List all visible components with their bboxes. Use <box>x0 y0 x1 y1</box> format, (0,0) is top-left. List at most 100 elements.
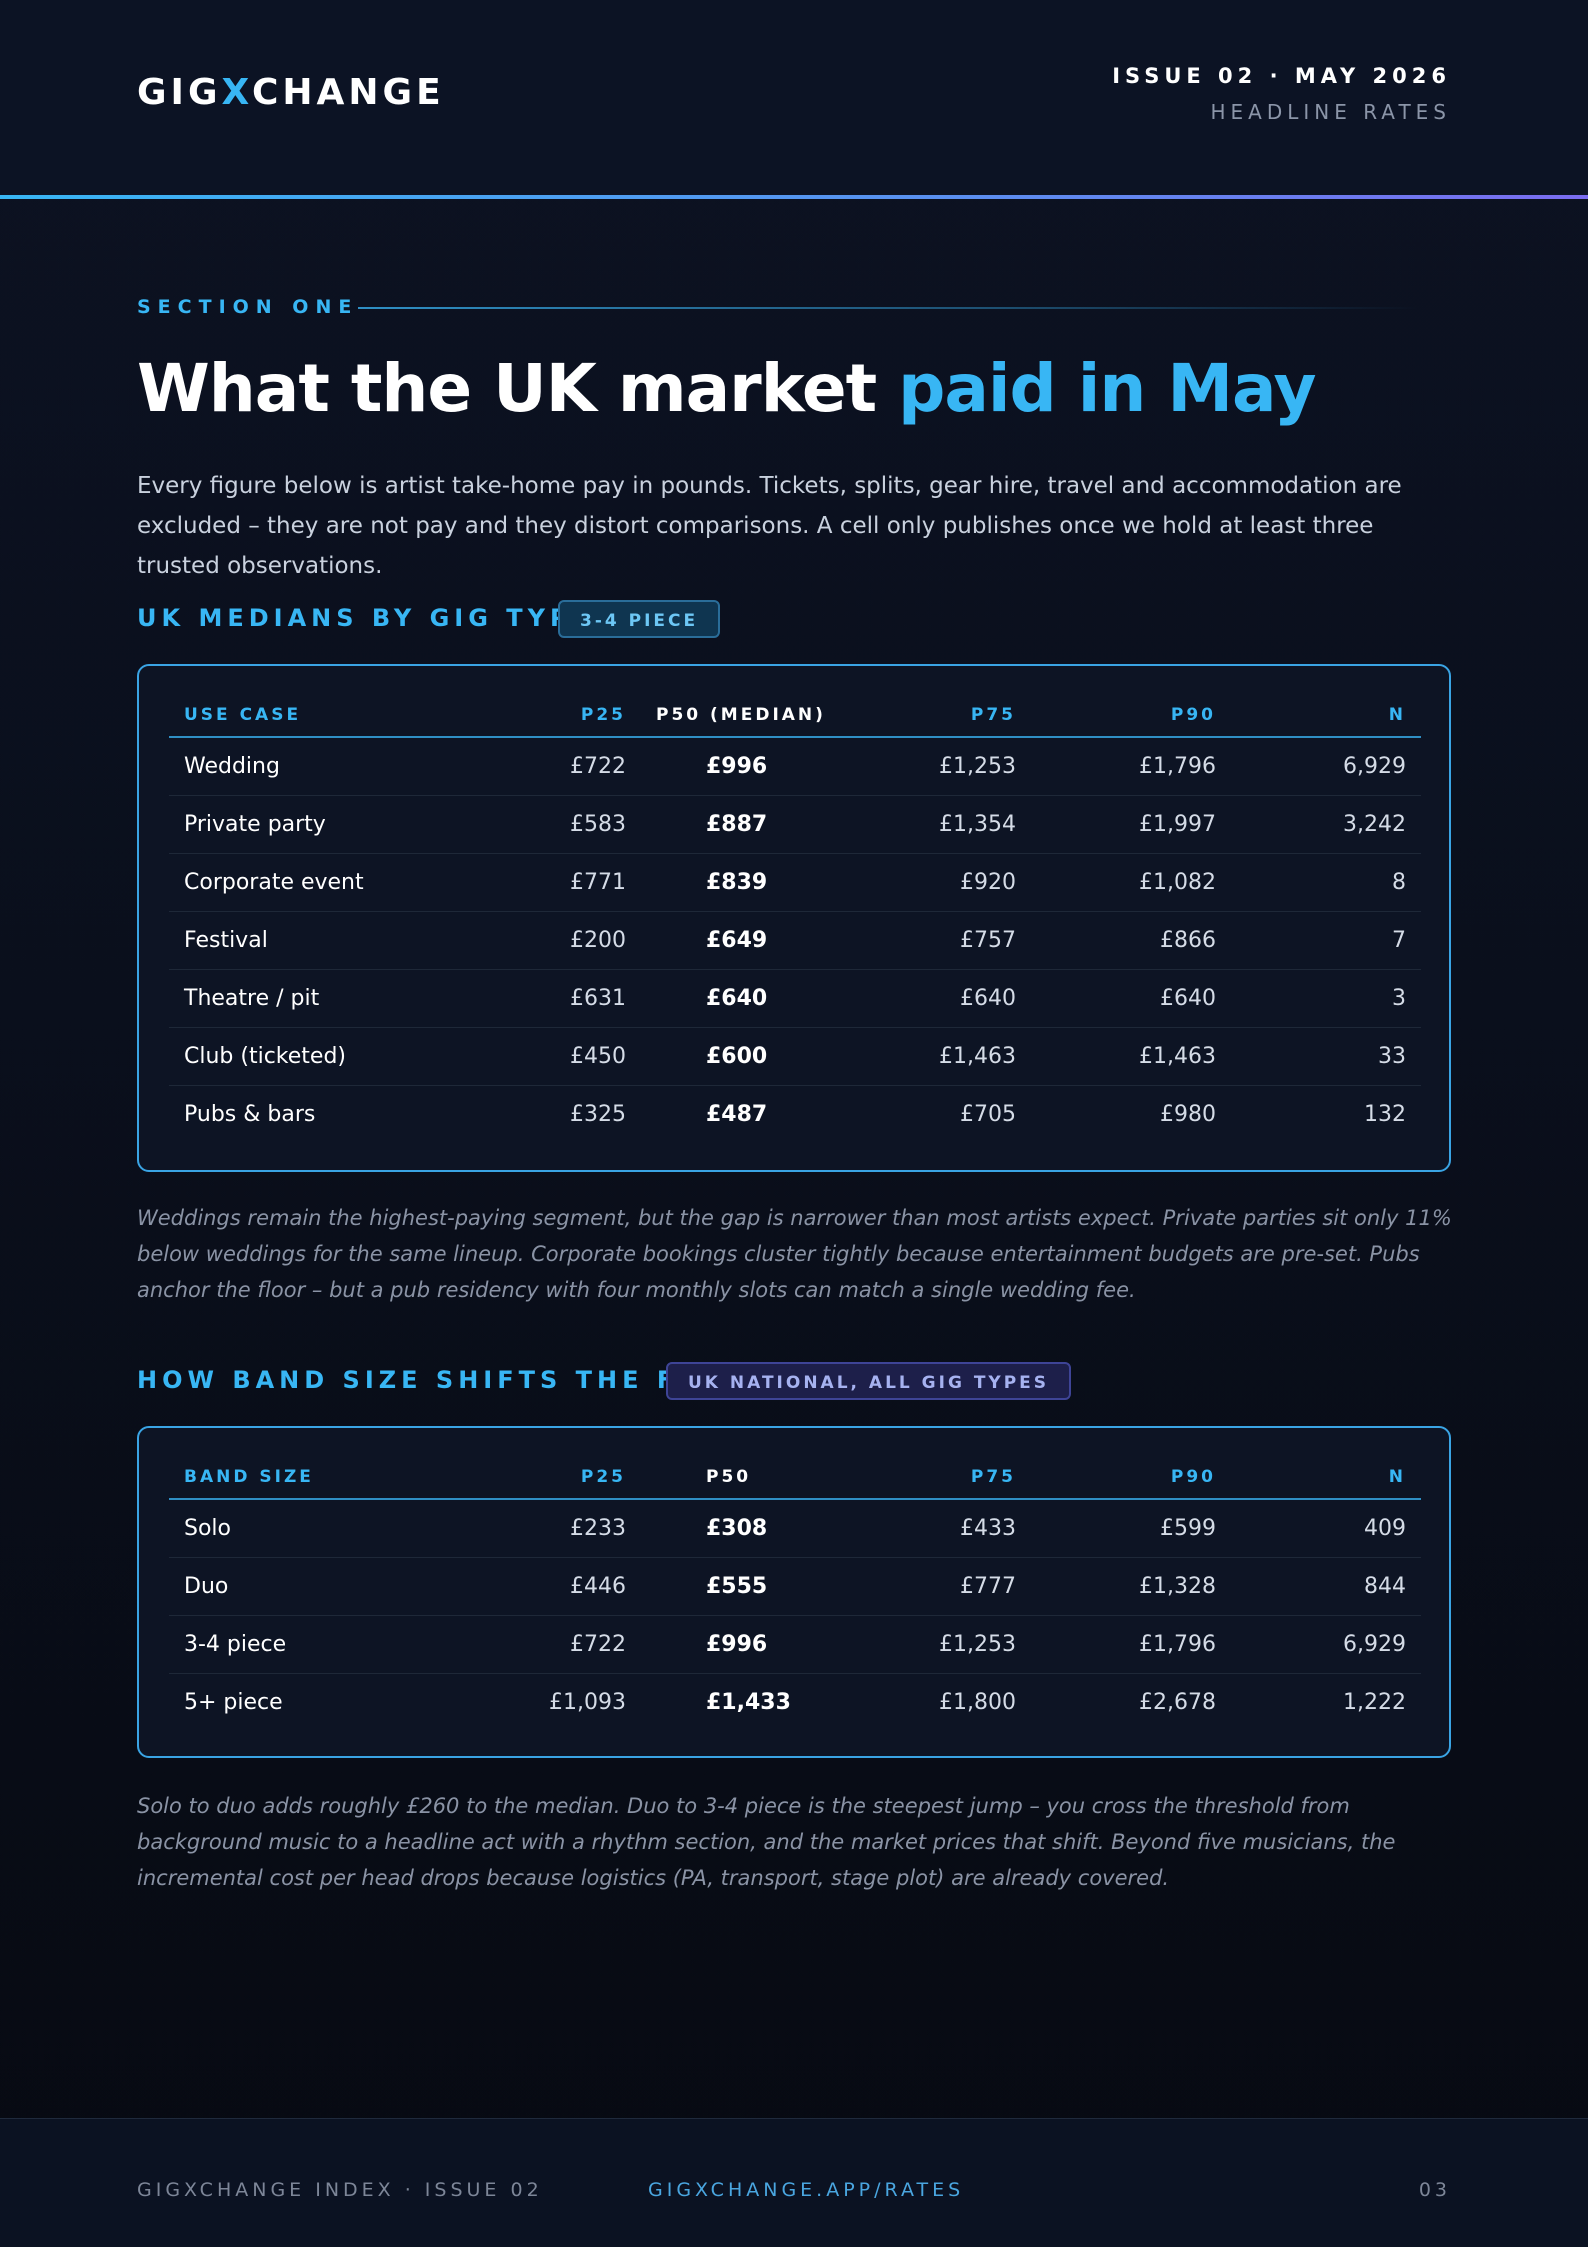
column-header-p25: P25 <box>479 1456 641 1500</box>
table-row: Pubs & bars £325 £487 £705 £980 132 <box>169 1086 1421 1144</box>
table-row: Corporate event £771 £839 £920 £1,082 8 <box>169 853 1421 912</box>
column-header-p90: P90 <box>1031 694 1231 738</box>
row-label: Club (ticketed) <box>169 1027 479 1086</box>
cell-n: 7 <box>1231 911 1421 970</box>
cell-p25: £771 <box>479 853 641 912</box>
table-row: 5+ piece £1,093 £1,433 £1,800 £2,678 1,2… <box>169 1674 1421 1732</box>
cell-p50: £640 <box>641 969 831 1028</box>
row-label: 5+ piece <box>184 1690 283 1715</box>
row-label: Solo <box>169 1499 479 1558</box>
cell-p75: £777 <box>831 1557 1031 1616</box>
section-label: SECTION ONE <box>137 296 359 318</box>
page-title-main: What the UK market <box>137 350 899 427</box>
cell-p50: £996 <box>641 1615 831 1674</box>
row-label: 3-4 piece <box>169 1615 479 1674</box>
cell-p25: £631 <box>479 969 641 1028</box>
table-row: Solo £233 £308 £433 £599 409 <box>169 1499 1421 1558</box>
cell-p90: £1,796 <box>1031 1615 1231 1674</box>
row-label: Pubs & bars <box>184 1102 316 1127</box>
cell-p25: £200 <box>479 911 641 970</box>
band-size-table: BAND SIZE P25 P50 P75 P90 N Solo £233 £3… <box>169 1456 1421 1731</box>
cell-p25: £583 <box>479 795 641 854</box>
cell-p90: £640 <box>1031 969 1231 1028</box>
cell-p90: £1,328 <box>1031 1557 1231 1616</box>
column-header-n: N <box>1231 1456 1421 1500</box>
brand-logo[interactable]: GIGXCHANGE <box>137 72 445 113</box>
column-header-band-size: BAND SIZE <box>169 1456 479 1500</box>
cell-n: 409 <box>1231 1499 1421 1558</box>
cell-p90: £599 <box>1031 1499 1231 1558</box>
header-divider <box>0 195 1588 199</box>
band-size-table-title: HOW BAND SIZE SHIFTS THE FEE <box>137 1366 722 1394</box>
page-footer: GIGXCHANGE INDEX · ISSUE 02 GIGXCHANGE.A… <box>0 2118 1588 2247</box>
cell-p75: £757 <box>831 911 1031 970</box>
row-label: Wedding <box>169 737 479 796</box>
column-header-p75: P75 <box>831 694 1031 738</box>
cell-n: 3,242 <box>1231 795 1421 854</box>
cell-n: 33 <box>1231 1027 1421 1086</box>
cell-p50: £308 <box>641 1499 831 1558</box>
cell-p90: £980 <box>1160 1102 1216 1127</box>
cell-p50: £555 <box>641 1557 831 1616</box>
cell-p50: £649 <box>641 911 831 970</box>
cell-p50: £887 <box>641 795 831 854</box>
band-size-table-card: BAND SIZE P25 P50 P75 P90 N Solo £233 £3… <box>137 1426 1451 1758</box>
gig-type-table: USE CASE P25 P50 (MEDIAN) P75 P90 N Wedd… <box>169 694 1421 1143</box>
cell-p25: £1,093 <box>549 1690 626 1715</box>
page-title-accent: paid in May <box>898 350 1316 427</box>
cell-p75: £705 <box>960 1102 1016 1127</box>
table-header-row: BAND SIZE P25 P50 P75 P90 N <box>169 1456 1421 1500</box>
cell-p50: £839 <box>641 853 831 912</box>
column-header-p75: P75 <box>831 1456 1031 1500</box>
intro-paragraph: Every figure below is artist take-home p… <box>137 473 1402 579</box>
cell-p50: £996 <box>641 737 831 796</box>
row-label: Theatre / pit <box>169 969 479 1028</box>
column-header-p50: P50 (MEDIAN) <box>641 694 831 738</box>
gig-type-table-card: USE CASE P25 P50 (MEDIAN) P75 P90 N Wedd… <box>137 664 1451 1172</box>
row-label: Festival <box>169 911 479 970</box>
cell-n: 6,929 <box>1231 1615 1421 1674</box>
cell-p50: £1,433 <box>706 1690 791 1715</box>
cell-p90: £1,463 <box>1031 1027 1231 1086</box>
brand-text-post: CHANGE <box>251 72 445 113</box>
cell-p75: £1,800 <box>939 1690 1016 1715</box>
column-header-p90: P90 <box>1031 1456 1231 1500</box>
column-header-p50: P50 <box>641 1456 831 1500</box>
cell-p75: £1,463 <box>831 1027 1031 1086</box>
row-label: Corporate event <box>169 853 479 912</box>
footer-publication: GIGXCHANGE INDEX · ISSUE 02 <box>137 2179 543 2201</box>
column-header-p25: P25 <box>479 694 641 738</box>
cell-p50: £487 <box>706 1102 768 1127</box>
table-header-row: USE CASE P25 P50 (MEDIAN) P75 P90 N <box>169 694 1421 738</box>
cell-p50: £600 <box>641 1027 831 1086</box>
cell-n: 6,929 <box>1231 737 1421 796</box>
cell-n: 8 <box>1231 853 1421 912</box>
cell-p90: £1,082 <box>1031 853 1231 912</box>
column-header-use-case: USE CASE <box>169 694 479 738</box>
footer-link[interactable]: GIGXCHANGE.APP/RATES <box>648 2179 965 2201</box>
cell-p25: £325 <box>570 1102 626 1127</box>
brand-text-pre: GIG <box>137 72 222 113</box>
row-label: Private party <box>169 795 479 854</box>
band-size-badge: UK NATIONAL, ALL GIG TYPES <box>666 1362 1072 1400</box>
band-size-note: Solo to duo adds roughly £260 to the med… <box>137 1794 1396 1890</box>
page-title: What the UK market paid in May <box>137 350 1317 427</box>
table-row: Club (ticketed) £450 £600 £1,463 £1,463 … <box>169 1027 1421 1086</box>
cell-p25: £233 <box>479 1499 641 1558</box>
cell-p90: £1,796 <box>1031 737 1231 796</box>
cell-p25: £450 <box>479 1027 641 1086</box>
cell-p75: £640 <box>831 969 1031 1028</box>
issue-subtitle: HEADLINE RATES <box>1210 100 1451 124</box>
section-divider <box>358 307 1418 309</box>
cell-p75: £1,253 <box>831 737 1031 796</box>
table-row: Wedding £722 £996 £1,253 £1,796 6,929 <box>169 737 1421 796</box>
cell-p90: £866 <box>1031 911 1231 970</box>
cell-n: 132 <box>1364 1102 1406 1127</box>
column-header-n: N <box>1231 694 1421 738</box>
cell-p90: £1,997 <box>1031 795 1231 854</box>
cell-p25: £722 <box>479 737 641 796</box>
table-row: Festival £200 £649 £757 £866 7 <box>169 911 1421 970</box>
issue-label: ISSUE 02 · MAY 2026 <box>1112 64 1451 88</box>
row-label: Duo <box>169 1557 479 1616</box>
cell-p25: £446 <box>479 1557 641 1616</box>
